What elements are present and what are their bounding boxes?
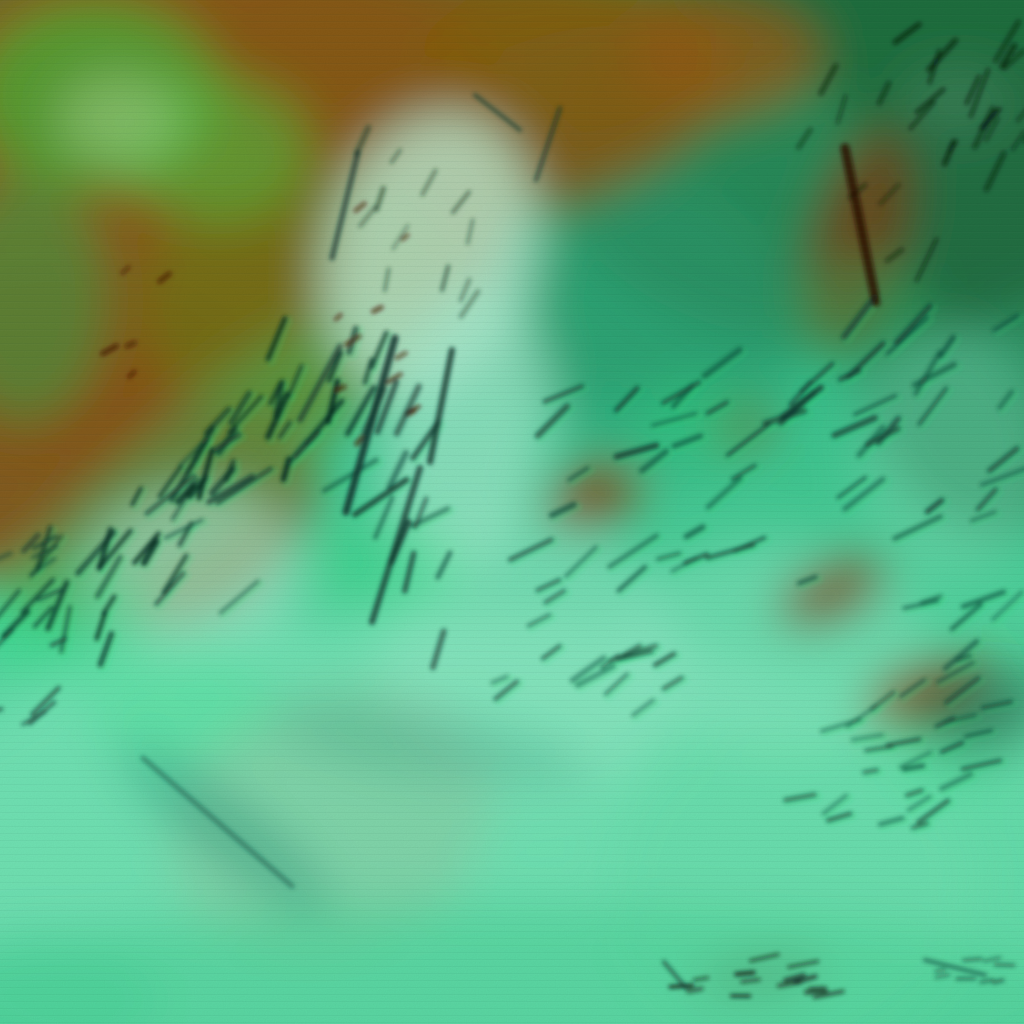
satellite-image bbox=[0, 0, 1024, 1024]
satellite-image-canvas bbox=[0, 0, 1024, 1024]
